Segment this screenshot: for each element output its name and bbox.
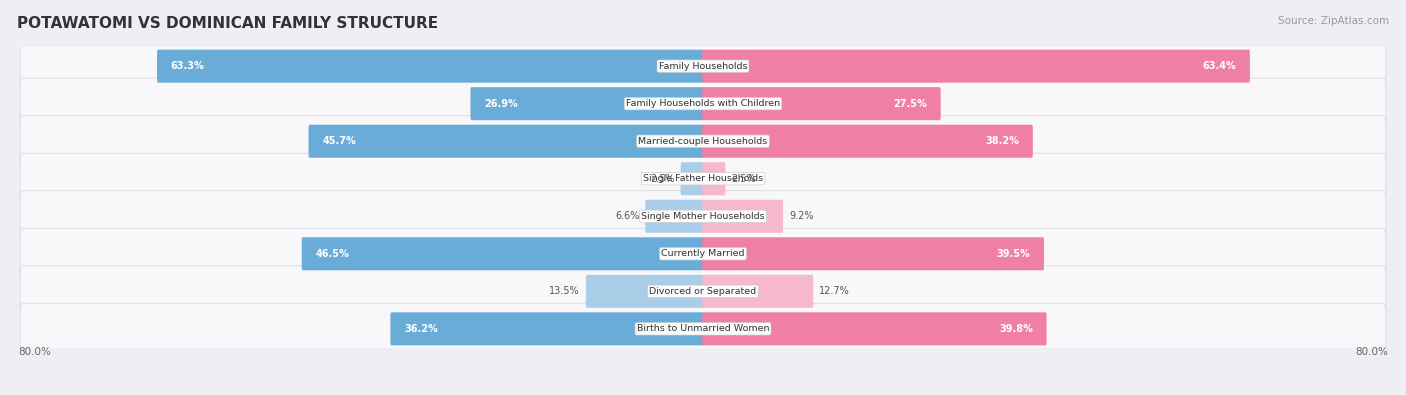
Text: 80.0%: 80.0% bbox=[1355, 347, 1388, 357]
FancyBboxPatch shape bbox=[702, 312, 1046, 345]
FancyBboxPatch shape bbox=[20, 153, 1386, 204]
Text: Currently Married: Currently Married bbox=[661, 249, 745, 258]
FancyBboxPatch shape bbox=[702, 275, 813, 308]
Text: Single Mother Households: Single Mother Households bbox=[641, 212, 765, 221]
Text: 2.5%: 2.5% bbox=[650, 174, 675, 184]
Text: 2.5%: 2.5% bbox=[731, 174, 756, 184]
Text: Married-couple Households: Married-couple Households bbox=[638, 137, 768, 146]
Text: 63.4%: 63.4% bbox=[1202, 61, 1236, 71]
Text: 12.7%: 12.7% bbox=[820, 286, 851, 296]
FancyBboxPatch shape bbox=[702, 200, 783, 233]
FancyBboxPatch shape bbox=[586, 275, 704, 308]
FancyBboxPatch shape bbox=[20, 78, 1386, 129]
Text: Source: ZipAtlas.com: Source: ZipAtlas.com bbox=[1278, 16, 1389, 26]
FancyBboxPatch shape bbox=[702, 87, 941, 120]
FancyBboxPatch shape bbox=[302, 237, 704, 270]
Text: Single Father Households: Single Father Households bbox=[643, 174, 763, 183]
FancyBboxPatch shape bbox=[157, 50, 704, 83]
Text: 13.5%: 13.5% bbox=[550, 286, 579, 296]
Text: Divorced or Separated: Divorced or Separated bbox=[650, 287, 756, 296]
Text: Family Households with Children: Family Households with Children bbox=[626, 99, 780, 108]
Text: 27.5%: 27.5% bbox=[893, 99, 927, 109]
FancyBboxPatch shape bbox=[471, 87, 704, 120]
FancyBboxPatch shape bbox=[702, 162, 725, 195]
Text: Births to Unmarried Women: Births to Unmarried Women bbox=[637, 324, 769, 333]
Text: 36.2%: 36.2% bbox=[404, 324, 437, 334]
Text: 6.6%: 6.6% bbox=[614, 211, 640, 221]
Text: 38.2%: 38.2% bbox=[986, 136, 1019, 146]
Text: 39.5%: 39.5% bbox=[997, 249, 1031, 259]
FancyBboxPatch shape bbox=[20, 303, 1386, 354]
Text: 9.2%: 9.2% bbox=[789, 211, 814, 221]
FancyBboxPatch shape bbox=[308, 125, 704, 158]
FancyBboxPatch shape bbox=[20, 41, 1386, 92]
FancyBboxPatch shape bbox=[702, 237, 1045, 270]
Text: 26.9%: 26.9% bbox=[484, 99, 517, 109]
Text: Family Households: Family Households bbox=[659, 62, 747, 71]
Text: 39.8%: 39.8% bbox=[998, 324, 1033, 334]
FancyBboxPatch shape bbox=[645, 200, 704, 233]
Text: POTAWATOMI VS DOMINICAN FAMILY STRUCTURE: POTAWATOMI VS DOMINICAN FAMILY STRUCTURE bbox=[17, 16, 439, 31]
FancyBboxPatch shape bbox=[20, 116, 1386, 167]
FancyBboxPatch shape bbox=[702, 125, 1033, 158]
FancyBboxPatch shape bbox=[20, 266, 1386, 317]
Text: 63.3%: 63.3% bbox=[170, 61, 204, 71]
FancyBboxPatch shape bbox=[681, 162, 704, 195]
Text: 46.5%: 46.5% bbox=[315, 249, 349, 259]
FancyBboxPatch shape bbox=[20, 228, 1386, 279]
Text: 80.0%: 80.0% bbox=[18, 347, 51, 357]
FancyBboxPatch shape bbox=[702, 50, 1250, 83]
Text: 45.7%: 45.7% bbox=[322, 136, 356, 146]
FancyBboxPatch shape bbox=[391, 312, 704, 345]
FancyBboxPatch shape bbox=[20, 191, 1386, 242]
